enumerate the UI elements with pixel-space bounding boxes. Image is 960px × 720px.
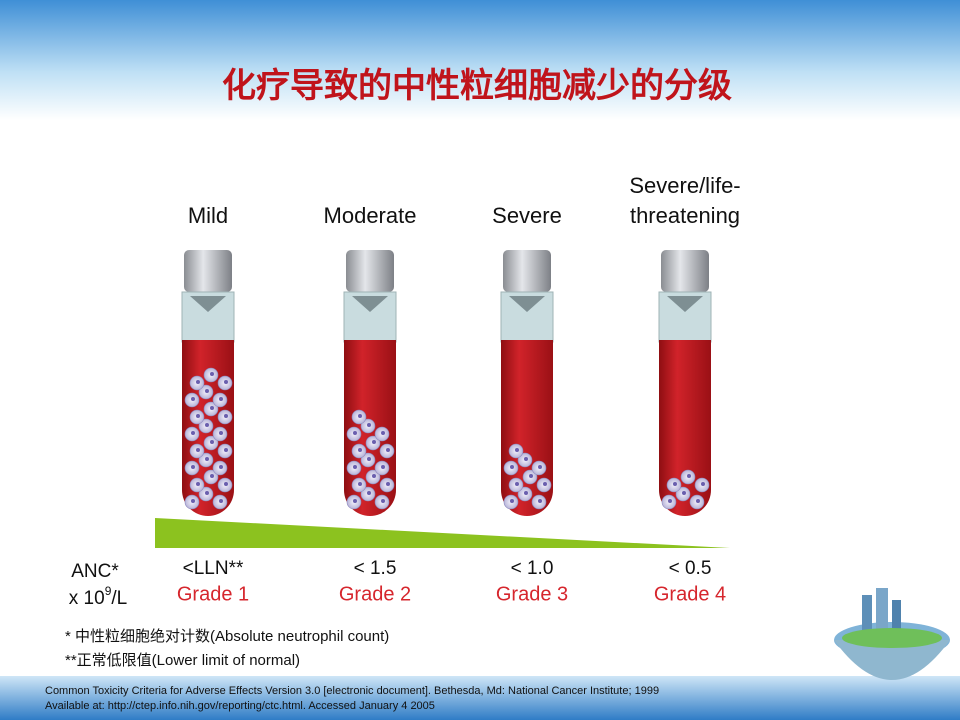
neutrophil-nucleus [210, 372, 214, 376]
neutrophil-nucleus [191, 397, 195, 401]
neutrophil-nucleus [358, 482, 362, 486]
anc-unit: x 109/L [69, 584, 127, 609]
grade-label: Grade 1 [177, 583, 249, 605]
neutrophil-nucleus [381, 499, 385, 503]
severity-label: Moderate [324, 203, 417, 228]
neutrophil-nucleus [191, 499, 195, 503]
neutrophil-nucleus [196, 448, 200, 452]
anc-label: ANC* [71, 561, 119, 582]
neutrophil-nucleus [191, 431, 195, 435]
anc-threshold: < 0.5 [669, 558, 712, 579]
neutrophil-nucleus [682, 491, 686, 495]
reference: Available at: http://ctep.info.nih.gov/r… [45, 700, 435, 712]
neutrophil-nucleus [529, 474, 533, 478]
footer-band [0, 676, 960, 720]
neutrophil-nucleus [386, 482, 390, 486]
neutrophil-nucleus [224, 414, 228, 418]
tube-blood [659, 340, 711, 516]
grade-label: Grade 4 [654, 583, 726, 605]
anc-sup: 9 [105, 584, 112, 598]
tube-shadow [509, 296, 545, 312]
neutrophil-nucleus [224, 448, 228, 452]
anc-threshold: < 1.0 [511, 558, 554, 579]
tube-shadow [190, 296, 226, 312]
neutrophil-nucleus [224, 482, 228, 486]
neutrophil-nucleus [196, 482, 200, 486]
neutrophil-nucleus [205, 423, 209, 427]
neutrophil-nucleus [524, 491, 528, 495]
tube-shadow [352, 296, 388, 312]
neutrophil-nucleus [696, 499, 700, 503]
neutrophil-nucleus [353, 465, 357, 469]
severity-label: Mild [188, 203, 228, 228]
neutrophil-nucleus [210, 406, 214, 410]
neutrophil-nucleus [224, 380, 228, 384]
neutrophil-nucleus [386, 448, 390, 452]
neutrophil-nucleus [367, 491, 371, 495]
neutrophil-nucleus [673, 482, 677, 486]
neutrophil-nucleus [210, 474, 214, 478]
background-top [0, 0, 960, 400]
anc-threshold: < 1.5 [354, 558, 397, 579]
neutrophil-nucleus [543, 482, 547, 486]
severity-label: Severe/life- [629, 173, 740, 198]
neutrophil-nucleus [668, 499, 672, 503]
neutrophil-nucleus [372, 474, 376, 478]
tube-cap [346, 250, 394, 292]
tube-cap [503, 250, 551, 292]
neutrophil-nucleus [219, 431, 223, 435]
grade-label: Grade 2 [339, 583, 411, 605]
neutrophil-nucleus [538, 465, 542, 469]
neutrophil-nucleus [367, 423, 371, 427]
neutrophil-nucleus [515, 482, 519, 486]
grade-label: Grade 3 [496, 583, 568, 605]
tube-cap [184, 250, 232, 292]
neutrophil-nucleus [210, 440, 214, 444]
neutrophil-nucleus [515, 448, 519, 452]
neutrophil-nucleus [353, 431, 357, 435]
severity-label: threatening [630, 203, 740, 228]
neutrophil-nucleus [381, 465, 385, 469]
anc-threshold: <LLN** [183, 558, 244, 579]
tube-shadow [667, 296, 703, 312]
footnote: * 中性粒细胞绝对计数(Absolute neutrophil count) [65, 628, 389, 645]
neutrophil-nucleus [687, 474, 691, 478]
neutrophil-nucleus [381, 431, 385, 435]
neutrophil-nucleus [205, 491, 209, 495]
neutrophil-nucleus [205, 457, 209, 461]
anc-unit-text: /L [111, 588, 127, 609]
neutrophil-nucleus [524, 457, 528, 461]
decline-wedge [155, 518, 730, 548]
test-tube [500, 250, 554, 516]
neutrophil-nucleus [196, 414, 200, 418]
neutrophil-nucleus [358, 414, 362, 418]
severity-label: Severe [492, 203, 562, 228]
neutrophil-nucleus [510, 465, 514, 469]
neutrophil-nucleus [358, 448, 362, 452]
test-tube [658, 250, 712, 516]
neutrophil-nucleus [701, 482, 705, 486]
neutrophil-nucleus [367, 457, 371, 461]
neutrophil-nucleus [538, 499, 542, 503]
reference: Common Toxicity Criteria for Adverse Eff… [45, 685, 659, 697]
test-tube [343, 250, 397, 516]
tube-cap [661, 250, 709, 292]
neutrophil-nucleus [191, 465, 195, 469]
neutrophil-nucleus [219, 397, 223, 401]
neutrophil-nucleus [196, 380, 200, 384]
neutrophil-nucleus [205, 389, 209, 393]
test-tube [181, 250, 235, 516]
slide-title: 化疗导致的中性粒细胞减少的分级 [222, 67, 732, 105]
neutrophil-nucleus [372, 440, 376, 444]
neutrophil-nucleus [353, 499, 357, 503]
neutrophil-nucleus [510, 499, 514, 503]
footnote: **正常低限值(Lower limit of normal) [65, 652, 300, 669]
globe-icon [834, 588, 950, 680]
neutrophil-nucleus [219, 499, 223, 503]
neutrophil-nucleus [219, 465, 223, 469]
anc-base: x 10 [69, 588, 105, 609]
